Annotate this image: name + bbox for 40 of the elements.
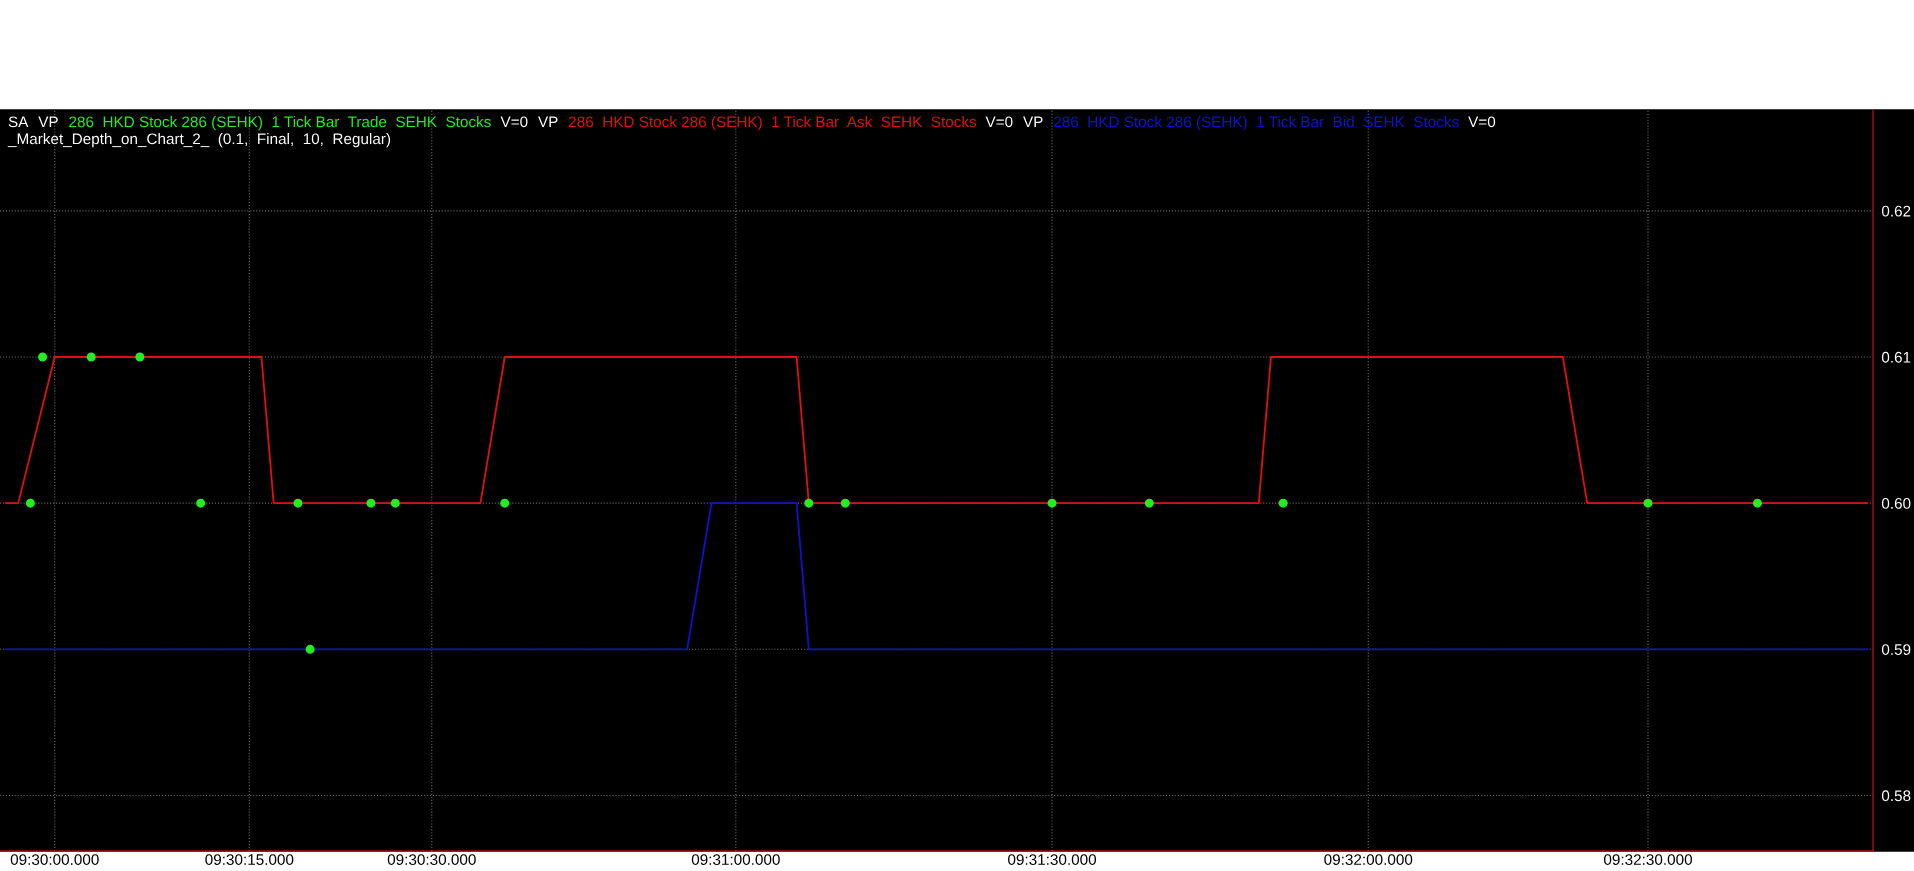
annotation: SA bbox=[8, 116, 29, 128]
text: 286 HKD Stock 286 (SEHK) 1 Tick Bar Trade SEHK Stocks bbox=[69, 116, 491, 131]
point bbox=[135, 352, 145, 362]
point bbox=[366, 498, 376, 508]
text: 286 HKD Stock 286 (SEHK) 1 Tick Bar Bid SEHK Stocks bbox=[1054, 116, 1459, 131]
point bbox=[1144, 498, 1154, 508]
point bbox=[293, 498, 303, 508]
y-tick-label: 0.58 bbox=[1881, 790, 1911, 802]
point bbox=[196, 498, 206, 508]
x-tick-label: 09:30:30.000 bbox=[387, 854, 476, 865]
y-tick-label: 0.59 bbox=[1881, 644, 1911, 655]
point bbox=[1643, 498, 1653, 508]
x-tick-label: 09:31:00.000 bbox=[691, 854, 780, 865]
x-tick-label: 09:30:00.000 bbox=[10, 854, 99, 865]
text: VP bbox=[1023, 116, 1043, 128]
x-tick-label: 09:30:15.000 bbox=[205, 854, 294, 865]
text: V=0 bbox=[985, 116, 1013, 128]
x-tick-label: 09:32:30.000 bbox=[1604, 854, 1693, 865]
x-tick-label: 09:32:00.000 bbox=[1324, 854, 1413, 865]
x-tick-label: 09:31:30.000 bbox=[1008, 854, 1097, 865]
point bbox=[25, 498, 35, 508]
annotation: VP bbox=[38, 116, 58, 128]
point bbox=[1752, 498, 1762, 508]
point bbox=[86, 352, 96, 362]
point bbox=[1278, 498, 1288, 508]
point bbox=[38, 352, 48, 362]
point bbox=[305, 644, 315, 654]
annotation: _Market_Depth_on_Chart_2_ (0.1, Final, 10, Regular) bbox=[7, 133, 391, 148]
point bbox=[500, 498, 510, 508]
y-tick-label: 0.62 bbox=[1881, 205, 1911, 217]
text: V=0 bbox=[1468, 116, 1496, 128]
text: VP bbox=[538, 116, 558, 128]
point bbox=[804, 498, 814, 508]
point bbox=[390, 498, 400, 508]
y-tick-label: 0.61 bbox=[1881, 351, 1911, 363]
point bbox=[1047, 498, 1057, 508]
annotation: V=0 bbox=[500, 116, 528, 128]
text: 286 HKD Stock 286 (SEHK) 1 Tick Bar Ask SEHK Stocks bbox=[569, 116, 977, 131]
point bbox=[840, 498, 850, 508]
y-tick-label: 0.60 bbox=[1881, 498, 1911, 509]
